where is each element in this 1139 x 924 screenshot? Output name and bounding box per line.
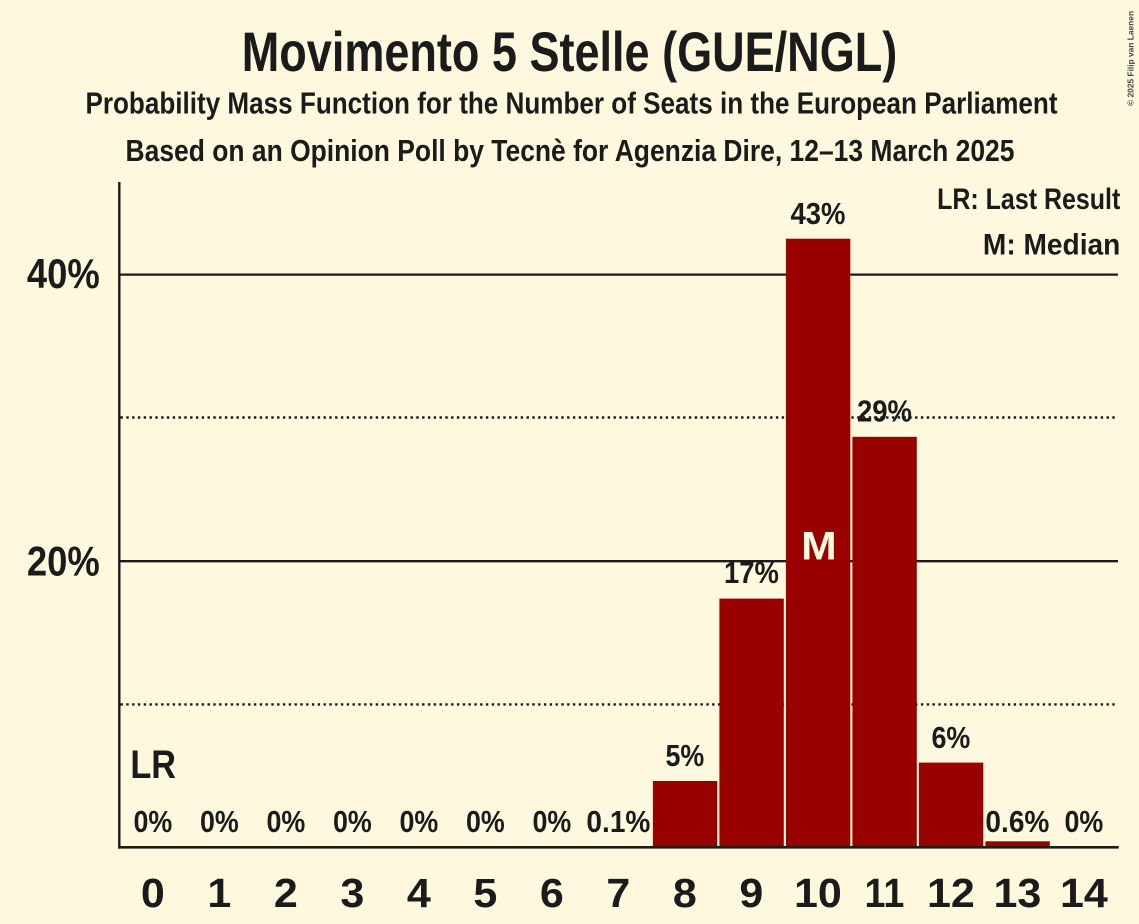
svg-text:9: 9 (739, 870, 763, 916)
svg-text:0: 0 (141, 870, 165, 916)
svg-text:0%: 0% (533, 805, 572, 839)
svg-text:8: 8 (673, 870, 697, 916)
svg-text:6%: 6% (932, 722, 971, 756)
svg-text:0%: 0% (1065, 805, 1104, 839)
svg-text:13: 13 (993, 870, 1041, 916)
svg-text:LR: LR (130, 742, 176, 787)
svg-text:0%: 0% (267, 805, 306, 839)
svg-text:M: M (801, 524, 837, 568)
svg-text:10: 10 (794, 870, 842, 916)
svg-text:0.6%: 0.6% (985, 805, 1049, 839)
svg-text:7: 7 (606, 870, 630, 916)
svg-text:40%: 40% (27, 252, 100, 298)
svg-text:© 2025 Filip van Laenen: © 2025 Filip van Laenen (1126, 11, 1136, 106)
svg-text:6: 6 (540, 870, 564, 916)
svg-text:0%: 0% (400, 805, 439, 839)
svg-text:LR: Last Result: LR: Last Result (937, 182, 1120, 216)
svg-text:12: 12 (927, 870, 975, 916)
svg-text:5: 5 (473, 870, 497, 916)
svg-text:14: 14 (1060, 870, 1109, 916)
svg-text:20%: 20% (27, 539, 100, 585)
svg-text:M: Median: M: Median (983, 229, 1120, 262)
svg-text:Movimento 5 Stelle (GUE/NGL): Movimento 5 Stelle (GUE/NGL) (242, 20, 897, 83)
svg-text:43%: 43% (790, 198, 845, 232)
svg-text:17%: 17% (724, 557, 779, 591)
svg-text:29%: 29% (857, 395, 912, 429)
svg-text:2: 2 (274, 870, 298, 916)
svg-text:Based on an Opinion Poll by Te: Based on an Opinion Poll by Tecnè for Ag… (126, 134, 1015, 168)
svg-text:11: 11 (864, 871, 904, 917)
svg-text:0%: 0% (200, 805, 239, 839)
svg-text:1: 1 (207, 870, 231, 916)
svg-text:5%: 5% (666, 740, 705, 774)
svg-text:0.1%: 0.1% (586, 805, 650, 839)
svg-text:3: 3 (340, 870, 364, 916)
svg-text:0%: 0% (333, 805, 372, 839)
svg-text:Probability Mass Function for: Probability Mass Function for the Number… (85, 87, 1058, 121)
svg-text:0%: 0% (134, 805, 173, 839)
svg-text:4: 4 (407, 870, 432, 916)
svg-text:0%: 0% (466, 805, 505, 839)
